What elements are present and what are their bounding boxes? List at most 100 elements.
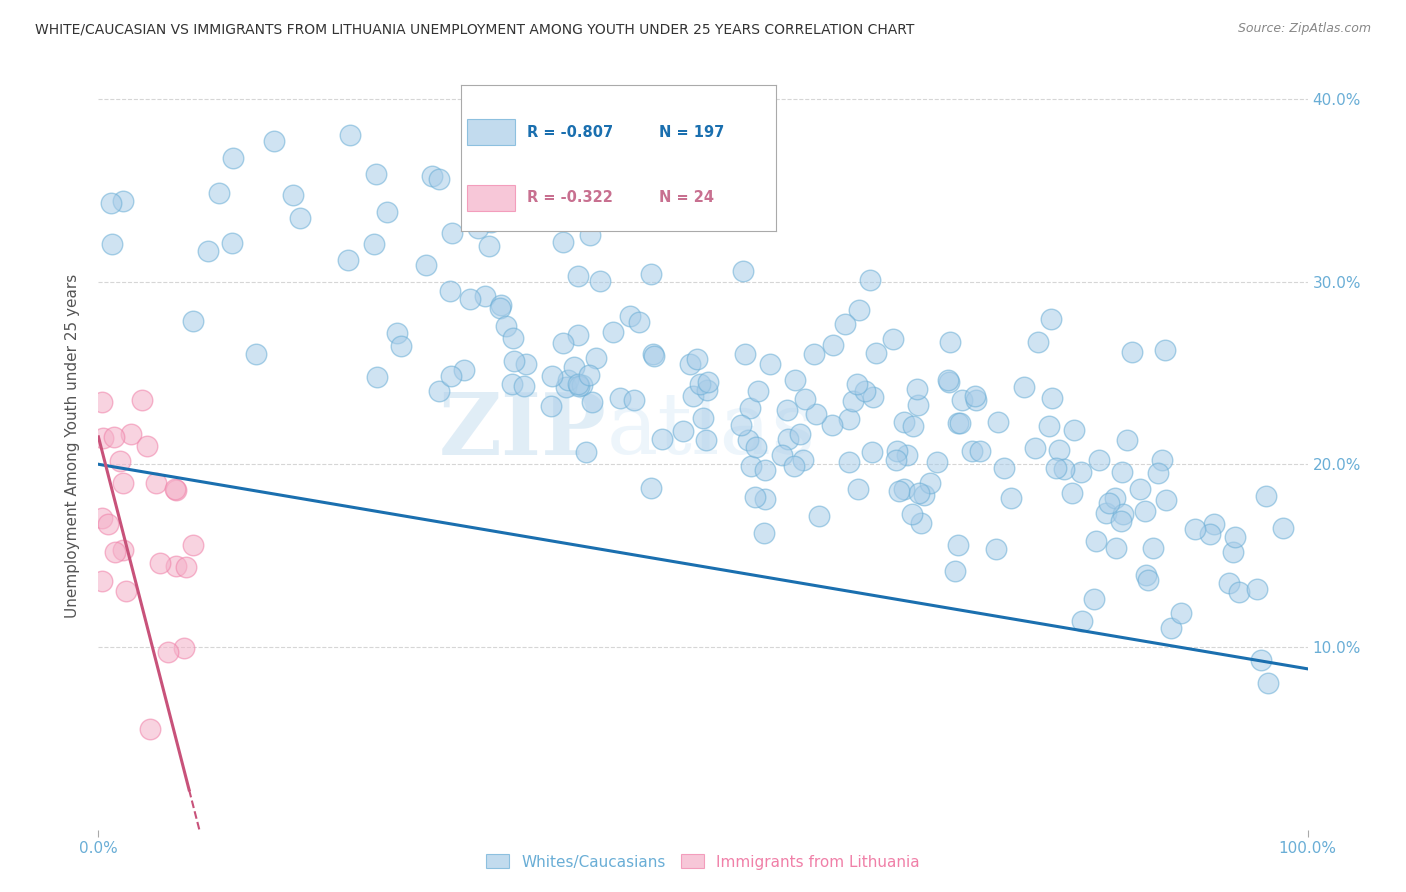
Point — [1000, 491, 1022, 506]
Point — [1060, 485, 1083, 500]
Text: WHITE/CAUCASIAN VS IMMIGRANTS FROM LITHUANIA UNEMPLOYMENT AMONG YOUTH UNDER 25 Y: WHITE/CAUCASIAN VS IMMIGRANTS FROM LITHU… — [35, 22, 914, 37]
Point — [513, 379, 536, 393]
Point — [1098, 496, 1121, 510]
Point — [986, 541, 1008, 556]
Point — [859, 273, 882, 287]
Point — [623, 393, 645, 408]
Point — [173, 641, 195, 656]
Point — [575, 445, 598, 459]
Point — [1083, 591, 1105, 606]
Point — [553, 336, 575, 351]
Point — [912, 488, 935, 502]
Point — [834, 317, 856, 331]
Point — [263, 135, 285, 149]
Point — [1109, 514, 1132, 528]
Point — [920, 476, 942, 491]
Point — [420, 169, 443, 184]
Point — [174, 559, 197, 574]
Point — [737, 434, 759, 448]
Point — [453, 363, 475, 377]
Point — [91, 395, 114, 409]
Point — [149, 556, 172, 570]
Point — [1053, 462, 1076, 476]
Point — [281, 188, 304, 202]
Point — [108, 454, 131, 468]
Point — [440, 369, 463, 384]
Point — [783, 373, 806, 387]
Point — [1250, 653, 1272, 667]
Point — [602, 325, 624, 339]
Point — [103, 430, 125, 444]
Point — [838, 412, 860, 426]
Point — [567, 328, 589, 343]
Point — [1184, 522, 1206, 536]
Point — [946, 538, 969, 552]
Text: Source: ZipAtlas.com: Source: ZipAtlas.com — [1237, 22, 1371, 36]
Point — [1137, 574, 1160, 588]
Point — [557, 373, 579, 387]
Point — [339, 128, 361, 143]
Point — [488, 301, 510, 315]
Point — [682, 389, 704, 403]
Point — [695, 433, 717, 447]
Point — [641, 347, 664, 361]
Point — [619, 309, 641, 323]
Point — [747, 384, 769, 399]
Point — [965, 393, 987, 408]
Point — [578, 368, 600, 383]
Point — [389, 339, 412, 353]
Point — [865, 345, 887, 359]
Y-axis label: Unemployment Among Youth under 25 years: Unemployment Among Youth under 25 years — [65, 274, 80, 618]
Point — [776, 402, 799, 417]
Point — [838, 455, 860, 469]
Point — [1071, 615, 1094, 629]
Point — [905, 382, 928, 396]
Point — [740, 458, 762, 473]
Point — [1070, 465, 1092, 479]
Point — [111, 476, 134, 491]
Point — [181, 314, 204, 328]
Point — [165, 483, 187, 497]
Point — [734, 347, 756, 361]
Point — [562, 360, 585, 375]
Point — [893, 483, 915, 497]
Point — [820, 418, 842, 433]
Point — [886, 443, 908, 458]
Point — [744, 490, 766, 504]
Point — [1014, 380, 1036, 394]
Point — [489, 298, 512, 312]
Point — [651, 432, 673, 446]
Point — [672, 424, 695, 438]
Point — [197, 244, 219, 259]
Point — [1147, 467, 1170, 481]
Point — [1170, 606, 1192, 620]
Point — [803, 347, 825, 361]
Point — [100, 236, 122, 251]
Point — [458, 292, 481, 306]
Point — [960, 444, 983, 458]
Point — [1121, 345, 1143, 359]
Point — [165, 558, 187, 573]
Point — [120, 426, 142, 441]
Point — [181, 538, 204, 552]
Point — [943, 564, 966, 578]
Point — [1104, 491, 1126, 506]
Point — [427, 171, 450, 186]
Point — [730, 418, 752, 433]
Point — [515, 357, 537, 371]
Point — [1040, 391, 1063, 405]
Point — [477, 238, 499, 252]
Point — [692, 411, 714, 425]
Point — [1222, 545, 1244, 559]
Point — [754, 492, 776, 507]
Point — [884, 453, 907, 467]
Point — [112, 543, 135, 558]
Point — [908, 486, 931, 500]
Point — [366, 167, 388, 181]
Point — [439, 284, 461, 298]
Point — [842, 394, 865, 409]
Point — [846, 483, 869, 497]
Point — [415, 258, 437, 272]
Point — [640, 481, 662, 495]
Point — [1142, 541, 1164, 556]
